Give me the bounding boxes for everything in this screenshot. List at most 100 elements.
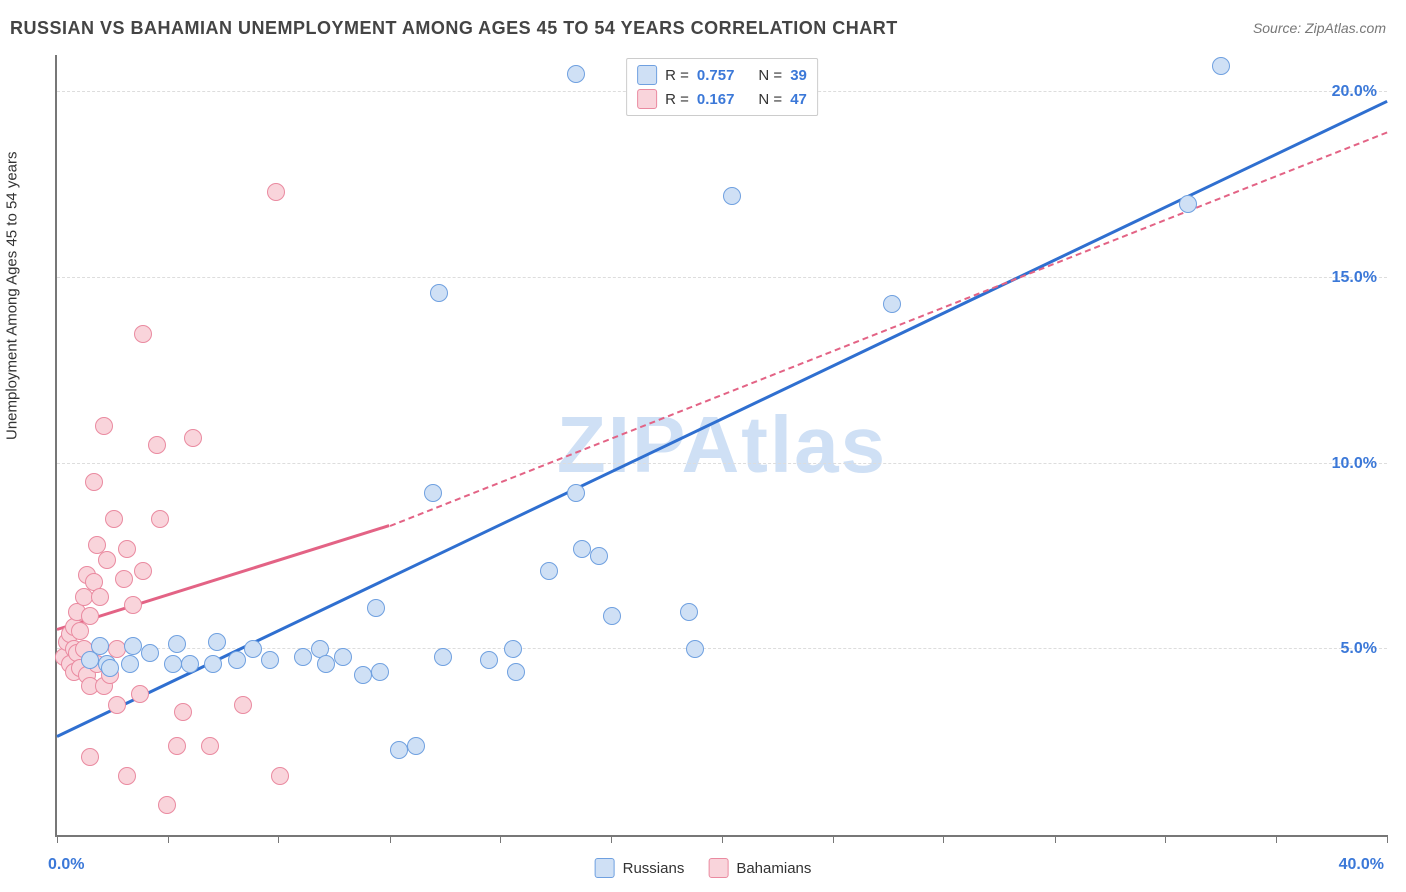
data-point (1179, 195, 1197, 213)
data-point (723, 187, 741, 205)
swatch-bahamians (637, 89, 657, 109)
x-tick (1055, 835, 1056, 843)
data-point (590, 547, 608, 565)
stats-row-russians: R = 0.757 N = 39 (637, 63, 807, 87)
data-point (434, 648, 452, 666)
x-tick (611, 835, 612, 843)
data-point (81, 607, 99, 625)
chart-title: RUSSIAN VS BAHAMIAN UNEMPLOYMENT AMONG A… (10, 18, 898, 39)
y-axis-label: Unemployment Among Ages 45 to 54 years (4, 151, 21, 440)
x-tick (168, 835, 169, 843)
data-point (91, 637, 109, 655)
data-point (367, 599, 385, 617)
data-point (371, 663, 389, 681)
data-point (686, 640, 704, 658)
r-value-russians: 0.757 (697, 67, 735, 84)
data-point (883, 295, 901, 313)
plot-area: ZIPAtlas R = 0.757 N = 39 R = 0.167 N = … (55, 55, 1387, 837)
y-tick-label: 10.0% (1332, 455, 1377, 473)
data-point (430, 284, 448, 302)
swatch-russians-icon (595, 858, 615, 878)
data-point (98, 551, 116, 569)
data-point (294, 648, 312, 666)
chart-container: RUSSIAN VS BAHAMIAN UNEMPLOYMENT AMONG A… (0, 0, 1406, 892)
legend-label-bahamians: Bahamians (736, 860, 811, 877)
data-point (141, 644, 159, 662)
swatch-russians (637, 65, 657, 85)
data-point (118, 767, 136, 785)
data-point (507, 663, 525, 681)
data-point (354, 666, 372, 684)
data-point (480, 651, 498, 669)
x-tick (943, 835, 944, 843)
data-point (184, 429, 202, 447)
stats-row-bahamians: R = 0.167 N = 47 (637, 87, 807, 111)
data-point (121, 655, 139, 673)
legend-item-russians: Russians (595, 858, 685, 878)
x-tick (722, 835, 723, 843)
x-tick (1165, 835, 1166, 843)
y-tick-label: 20.0% (1332, 83, 1377, 101)
data-point (1212, 57, 1230, 75)
source-name: ZipAtlas.com (1305, 20, 1386, 36)
n-label-bahamians: N = (758, 91, 782, 108)
gridline (57, 463, 1387, 464)
swatch-bahamians-icon (708, 858, 728, 878)
data-point (118, 540, 136, 558)
data-point (567, 65, 585, 83)
data-point (105, 510, 123, 528)
x-tick (833, 835, 834, 843)
x-tick (1276, 835, 1277, 843)
data-point (134, 325, 152, 343)
data-point (164, 655, 182, 673)
data-point (91, 588, 109, 606)
data-point (390, 741, 408, 759)
x-tick (500, 835, 501, 843)
legend-item-bahamians: Bahamians (708, 858, 811, 878)
data-point (244, 640, 262, 658)
data-point (124, 637, 142, 655)
data-point (115, 570, 133, 588)
data-point (85, 473, 103, 491)
x-axis-label-40: 40.0% (1339, 856, 1384, 874)
data-point (267, 183, 285, 201)
data-point (573, 540, 591, 558)
data-point (317, 655, 335, 673)
x-tick (390, 835, 391, 843)
data-point (168, 635, 186, 653)
data-point (334, 648, 352, 666)
data-point (174, 703, 192, 721)
y-tick-label: 5.0% (1341, 640, 1377, 658)
data-point (81, 748, 99, 766)
data-point (134, 562, 152, 580)
data-point (271, 767, 289, 785)
data-point (504, 640, 522, 658)
data-point (158, 796, 176, 814)
data-point (540, 562, 558, 580)
data-point (208, 633, 226, 651)
data-point (680, 603, 698, 621)
data-point (108, 696, 126, 714)
source-prefix: Source: (1253, 20, 1305, 36)
r-label-russians: R = (665, 67, 689, 84)
data-point (131, 685, 149, 703)
data-point (95, 417, 113, 435)
n-value-bahamians: 47 (790, 91, 807, 108)
x-tick (278, 835, 279, 843)
watermark-text: ZIPAtlas (557, 399, 887, 491)
r-label-bahamians: R = (665, 91, 689, 108)
data-point (228, 651, 246, 669)
data-point (148, 436, 166, 454)
data-point (101, 659, 119, 677)
series-legend: Russians Bahamians (595, 858, 812, 878)
y-tick-label: 15.0% (1332, 269, 1377, 287)
legend-label-russians: Russians (623, 860, 685, 877)
data-point (261, 651, 279, 669)
data-point (201, 737, 219, 755)
x-tick (57, 835, 58, 843)
source-attribution: Source: ZipAtlas.com (1253, 20, 1386, 36)
x-axis-label-0: 0.0% (48, 856, 84, 874)
data-point (181, 655, 199, 673)
data-point (204, 655, 222, 673)
data-point (567, 484, 585, 502)
